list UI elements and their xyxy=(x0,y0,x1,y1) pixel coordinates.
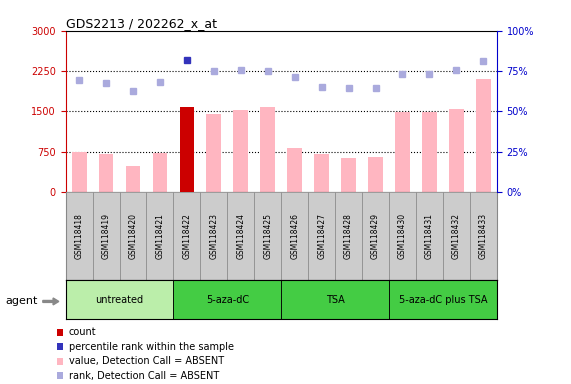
Text: GSM118423: GSM118423 xyxy=(210,213,218,259)
Bar xyxy=(174,192,200,280)
Text: GSM118433: GSM118433 xyxy=(479,213,488,259)
Text: GSM118430: GSM118430 xyxy=(398,213,407,259)
Bar xyxy=(254,192,281,280)
Bar xyxy=(314,154,329,192)
Bar xyxy=(147,192,174,280)
Text: GSM118432: GSM118432 xyxy=(452,213,461,259)
Bar xyxy=(416,192,443,280)
Bar xyxy=(470,192,497,280)
Text: GDS2213 / 202262_x_at: GDS2213 / 202262_x_at xyxy=(66,17,216,30)
Text: GSM118420: GSM118420 xyxy=(128,213,138,259)
Bar xyxy=(476,79,490,192)
Text: untreated: untreated xyxy=(95,295,144,305)
Bar xyxy=(174,280,281,319)
Bar xyxy=(66,192,93,280)
Text: GSM118429: GSM118429 xyxy=(371,213,380,259)
Bar xyxy=(341,158,356,192)
Text: GSM118418: GSM118418 xyxy=(75,213,83,259)
Bar xyxy=(287,148,302,192)
Bar xyxy=(179,107,194,192)
Bar xyxy=(389,280,497,319)
Bar xyxy=(422,112,437,192)
Text: GSM118419: GSM118419 xyxy=(102,213,111,259)
Text: 5-aza-dC plus TSA: 5-aza-dC plus TSA xyxy=(399,295,487,305)
Bar xyxy=(281,280,389,319)
Text: rank, Detection Call = ABSENT: rank, Detection Call = ABSENT xyxy=(69,371,219,381)
Text: 5-aza-dC: 5-aza-dC xyxy=(206,295,249,305)
Text: GSM118421: GSM118421 xyxy=(155,213,164,259)
Bar xyxy=(449,109,464,192)
Bar xyxy=(179,107,194,192)
Bar xyxy=(66,280,174,319)
Bar xyxy=(93,192,119,280)
Text: value, Detection Call = ABSENT: value, Detection Call = ABSENT xyxy=(69,356,224,366)
Bar xyxy=(395,112,410,192)
Text: GSM118425: GSM118425 xyxy=(263,213,272,259)
Bar xyxy=(335,192,362,280)
Bar xyxy=(389,192,416,280)
Bar xyxy=(72,152,87,192)
Text: GSM118428: GSM118428 xyxy=(344,213,353,259)
Bar xyxy=(152,153,167,192)
Text: TSA: TSA xyxy=(325,295,344,305)
Bar xyxy=(443,192,470,280)
Bar xyxy=(362,192,389,280)
Bar xyxy=(119,192,147,280)
Bar xyxy=(126,166,140,192)
Text: agent: agent xyxy=(6,296,38,306)
Bar xyxy=(308,192,335,280)
Bar xyxy=(200,192,227,280)
Bar xyxy=(99,154,114,192)
Text: GSM118424: GSM118424 xyxy=(236,213,246,259)
Text: percentile rank within the sample: percentile rank within the sample xyxy=(69,342,234,352)
Bar xyxy=(207,114,222,192)
Bar xyxy=(227,192,254,280)
Text: GSM118431: GSM118431 xyxy=(425,213,434,259)
Text: GSM118426: GSM118426 xyxy=(290,213,299,259)
Bar xyxy=(234,110,248,192)
Text: GSM118427: GSM118427 xyxy=(317,213,326,259)
Text: count: count xyxy=(69,327,96,337)
Bar xyxy=(281,192,308,280)
Text: GSM118422: GSM118422 xyxy=(182,213,191,259)
Bar xyxy=(260,107,275,192)
Bar xyxy=(368,157,383,192)
